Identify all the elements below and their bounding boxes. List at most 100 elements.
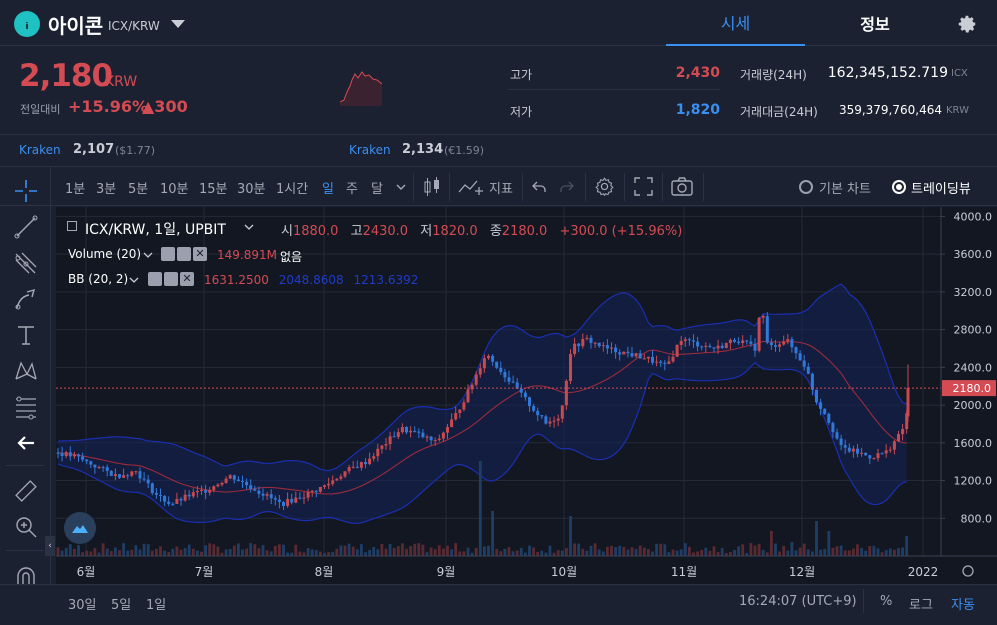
- chevron-down-icon[interactable]: [129, 276, 139, 284]
- close-icon[interactable]: ✕: [193, 247, 207, 261]
- clock[interactable]: 16:24:07 (UTC+9): [739, 594, 857, 609]
- interval-3m[interactable]: 3분: [96, 182, 117, 197]
- candle-body: [794, 347, 798, 354]
- zoom-in-icon[interactable]: [13, 514, 39, 540]
- candle-body: [277, 499, 281, 502]
- interval-1w[interactable]: 주: [346, 182, 358, 197]
- text-icon[interactable]: [13, 322, 39, 348]
- trend-line-icon[interactable]: [13, 214, 39, 240]
- interval-10m[interactable]: 10분: [160, 182, 189, 197]
- candle-body: [327, 483, 331, 486]
- log-toggle[interactable]: 로그: [909, 598, 933, 613]
- volume-bar: [860, 548, 863, 556]
- eye-icon[interactable]: [148, 272, 162, 286]
- auto-toggle[interactable]: 자동: [951, 598, 975, 613]
- range-1d[interactable]: 1일: [146, 598, 167, 613]
- collapse-toolbar-icon[interactable]: ‹: [45, 536, 55, 556]
- candle-body: [101, 467, 105, 469]
- candle-body: [118, 474, 121, 478]
- interval-5m[interactable]: 5분: [128, 182, 149, 197]
- volume-bar: [89, 551, 93, 556]
- volume-bar: [286, 552, 289, 556]
- fullscreen-icon[interactable]: [634, 177, 653, 196]
- price-chart[interactable]: 4000.0 3600.0 3200.0 2800.0 2400.0 2000.0 1600…: [56, 207, 997, 595]
- chevron-down-icon[interactable]: [395, 181, 407, 193]
- tab-info[interactable]: 정보: [860, 15, 890, 34]
- undo-icon[interactable]: [531, 179, 547, 195]
- range-5d[interactable]: 5일: [111, 598, 132, 613]
- gear-icon[interactable]: [164, 272, 178, 286]
- volume-bar: [167, 552, 171, 556]
- eye-icon[interactable]: [161, 247, 175, 261]
- tab-sise[interactable]: 시세: [666, 0, 805, 46]
- volume-bar: [220, 552, 224, 556]
- exchange-name[interactable]: Kraken: [19, 143, 61, 157]
- pattern-icon[interactable]: [13, 358, 39, 384]
- axis-settings-icon[interactable]: [962, 565, 974, 577]
- candle-body: [888, 449, 892, 451]
- candle-body: [482, 358, 486, 369]
- volume-bar: [388, 544, 392, 556]
- interval-1mo[interactable]: 달: [371, 182, 383, 197]
- volume-bar: [819, 549, 822, 556]
- volume-bar: [770, 531, 773, 556]
- close-icon[interactable]: ✕: [180, 272, 194, 286]
- volume-bar: [360, 544, 363, 556]
- pitchfork-icon[interactable]: [13, 250, 39, 276]
- percent-toggle[interactable]: %: [880, 594, 893, 609]
- volume-bar: [339, 545, 343, 556]
- change-percent: +15.96%: [68, 97, 149, 116]
- interval-15m[interactable]: 15분: [199, 182, 228, 197]
- interval-1m[interactable]: 1분: [65, 182, 86, 197]
- ruler-icon[interactable]: [13, 478, 39, 504]
- chevron-down-icon[interactable]: [171, 20, 185, 28]
- upbit-cloud-icon[interactable]: [64, 512, 96, 544]
- volume-bar: [724, 552, 728, 556]
- camera-icon[interactable]: [671, 177, 693, 196]
- radio-basic-chart[interactable]: [799, 180, 813, 194]
- volume-bar: [179, 549, 183, 556]
- candle-body: [704, 345, 708, 347]
- indicators-icon[interactable]: [458, 177, 486, 197]
- drawing-toolbar: [0, 167, 51, 595]
- basic-chart-label[interactable]: 기본 차트: [819, 182, 871, 197]
- fibonacci-icon[interactable]: [13, 394, 39, 420]
- volume-bar: [200, 551, 203, 556]
- magnet-icon[interactable]: [13, 564, 39, 590]
- interval-30m[interactable]: 30분: [237, 182, 266, 197]
- candle-body: [323, 485, 326, 487]
- candlestick-icon[interactable]: [422, 176, 442, 198]
- volume-bar: [806, 549, 810, 556]
- volume-bar: [450, 549, 453, 556]
- volume-bar: [401, 543, 404, 556]
- arrow-left-icon[interactable]: [13, 430, 39, 456]
- volume-bar: [290, 552, 294, 556]
- redo-icon[interactable]: [559, 179, 575, 195]
- gear-icon[interactable]: [177, 247, 191, 261]
- radio-tradingview[interactable]: [892, 180, 906, 194]
- range-30d[interactable]: 30일: [68, 598, 97, 613]
- gear-icon[interactable]: [956, 13, 978, 35]
- interval-1h[interactable]: 1시간: [276, 182, 309, 197]
- exchange-name[interactable]: Kraken: [349, 143, 391, 157]
- brush-icon[interactable]: [13, 286, 39, 312]
- volume-bar: [314, 550, 318, 556]
- crosshair-icon[interactable]: [13, 178, 39, 204]
- tradingview-label[interactable]: 트레이딩뷰: [911, 182, 971, 197]
- candle-body: [359, 462, 363, 468]
- chevron-down-icon[interactable]: [244, 223, 254, 231]
- candle-body: [437, 438, 441, 441]
- chevron-down-icon[interactable]: [143, 251, 153, 259]
- legend-ohlc: 시1880.0 고2430.0 저1820.0 종2180.0 +300.0 (…: [281, 220, 682, 239]
- volume-bar: [355, 549, 359, 556]
- interval-1d[interactable]: 일: [322, 182, 334, 197]
- indicators-label[interactable]: 지표: [489, 182, 513, 197]
- coin-name[interactable]: 아이콘: [48, 14, 104, 38]
- collapse-legend-icon[interactable]: [67, 221, 77, 231]
- candle-body: [355, 466, 359, 468]
- candle-body: [187, 494, 191, 497]
- volume-bar: [425, 552, 429, 556]
- candle-body: [216, 484, 220, 487]
- settings-icon[interactable]: [594, 176, 615, 197]
- price-unit: KRW: [105, 74, 138, 90]
